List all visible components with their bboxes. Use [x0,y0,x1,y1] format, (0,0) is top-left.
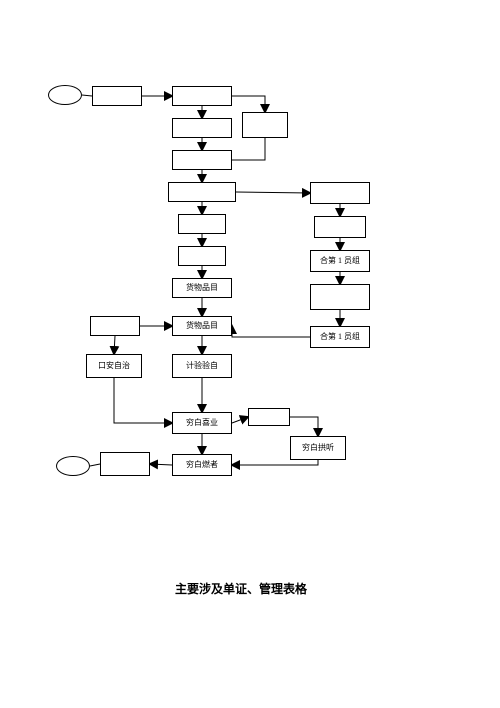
node-n1 [92,86,142,106]
edge-nR6-n12 [232,460,318,465]
edge-n12-nEnd [150,464,172,465]
node-n9L [90,316,140,336]
node-end [56,456,90,476]
edge-n2-n3b [232,96,265,112]
node-n9: 货物品目 [172,316,232,336]
node-n6 [178,214,226,234]
node-n2 [172,86,232,106]
node-r2 [314,216,366,238]
node-nR5 [248,408,290,426]
node-r5: 合第 1 员组 [310,326,370,348]
node-n3b [242,112,288,138]
edge-n9L-n10L [114,336,115,354]
node-nR6: 穷白拱听 [290,436,346,460]
node-n4 [172,150,232,170]
node-r3: 合第 1 员组 [310,250,370,272]
flowchart-canvas [0,0,500,708]
node-nEnd [100,452,150,476]
node-start [48,85,82,105]
node-n5 [168,182,236,202]
edge-n11-nR5 [232,417,248,423]
node-r1 [310,182,370,204]
node-n8: 货物品目 [172,278,232,298]
edge-n10L-n11 [114,378,172,423]
node-n10: 计验验自 [172,354,232,378]
caption: 主要涉及单证、管理表格 [175,580,307,597]
node-n11: 穷白喜业 [172,412,232,434]
edge-r5-n9 [232,326,310,337]
node-r4 [310,284,370,310]
edge-start-n1 [82,95,92,96]
edge-n3b-n4 [232,138,265,160]
edge-nEnd-end [90,464,100,466]
edge-n5-r1 [236,192,310,193]
node-n3 [172,118,232,138]
edge-nR5-nR6 [290,417,318,436]
node-n7 [178,246,226,266]
node-n12: 穷白燃者 [172,454,232,476]
node-n10L: 口安自治 [86,354,142,378]
